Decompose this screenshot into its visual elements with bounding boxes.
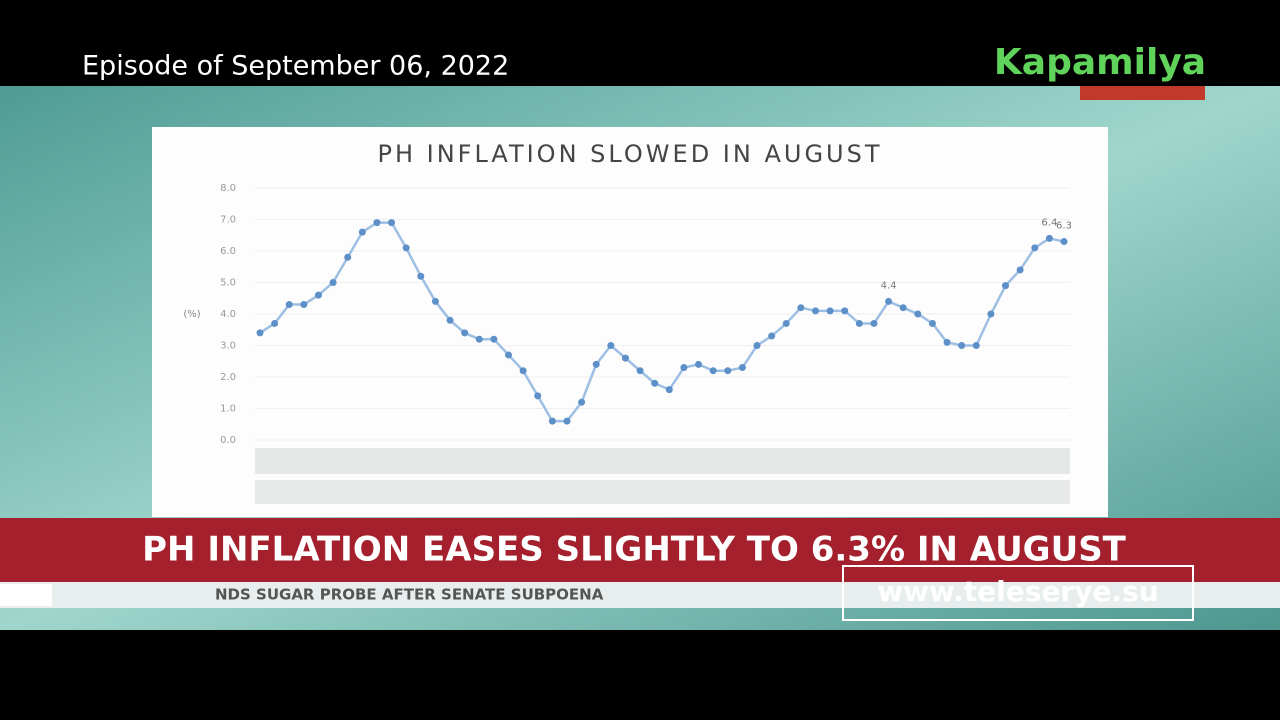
point: [914, 310, 922, 318]
point: [665, 386, 673, 394]
x-labels-illegible: [255, 480, 1070, 504]
value-label: 6.4: [1041, 217, 1057, 228]
point: [563, 417, 571, 425]
headline: PH INFLATION EASES SLIGHTLY TO 6.3% IN A…: [142, 530, 1127, 570]
point: [490, 335, 498, 343]
point: [768, 332, 776, 340]
point: [431, 297, 439, 305]
point: [300, 301, 308, 309]
point: [373, 219, 381, 227]
point: [461, 329, 469, 337]
episode-label: Episode of September 06, 2022: [82, 51, 509, 82]
headline-banner: [0, 518, 1280, 582]
point: [578, 398, 586, 406]
point: [621, 354, 629, 362]
plot: 0.0 1.0 2.0 3.0 4.0 5.0 6.0 7.0 8.0 4.4 6.46.3: [220, 183, 1072, 446]
point: [987, 310, 995, 318]
channel-logo: Kapamilya: [994, 42, 1206, 83]
point: [972, 342, 980, 349]
x-labels-illegible: [255, 448, 1070, 474]
chart-title: PH INFLATION SLOWED IN AUGUST: [377, 140, 882, 168]
y-tick-label: 2.0: [220, 372, 236, 383]
point: [841, 307, 849, 315]
point: [446, 316, 454, 324]
value-label: 6.3: [1056, 221, 1072, 232]
point: [753, 342, 761, 349]
point: [388, 219, 396, 227]
point: [314, 291, 322, 299]
point: [928, 319, 936, 327]
point: [417, 272, 425, 280]
point: [870, 319, 878, 327]
y-tick-label: 8.0: [220, 183, 236, 194]
point: [548, 417, 556, 425]
point: [1060, 238, 1068, 246]
point: [592, 360, 600, 368]
point: [358, 228, 366, 236]
point: [680, 364, 688, 372]
y-tick-label: 7.0: [220, 215, 236, 226]
value-label: 4.4: [881, 280, 897, 291]
watermark-box: [842, 565, 1194, 621]
logo-bar: [1080, 86, 1205, 100]
point: [899, 304, 907, 312]
point: [1002, 282, 1010, 290]
y-tick-label: 1.0: [220, 404, 236, 415]
point: [271, 319, 279, 327]
y-tick-label: 4.0: [220, 309, 236, 320]
point: [475, 335, 483, 343]
y-axis-label: (%): [183, 309, 200, 320]
point: [519, 367, 527, 375]
ticker-badge: [0, 584, 52, 606]
point: [651, 379, 659, 387]
y-tick-label: 5.0: [220, 278, 236, 289]
point: [1016, 266, 1024, 274]
point: [1045, 234, 1053, 242]
point: [709, 367, 717, 375]
y-tick-label: 3.0: [220, 341, 236, 352]
point: [534, 392, 542, 400]
y-tick-label: 0.0: [220, 435, 236, 446]
point: [826, 307, 834, 315]
ticker-bar: [0, 582, 1280, 608]
point: [1031, 244, 1039, 252]
point: [402, 244, 410, 252]
point: [782, 319, 790, 327]
point: [636, 367, 644, 375]
point: [943, 338, 951, 346]
watermark: www.teleserye.su: [877, 575, 1158, 608]
point: [958, 342, 966, 349]
point: [285, 301, 293, 309]
point: [855, 319, 863, 327]
point: [797, 304, 805, 312]
point: [695, 360, 703, 368]
point: [724, 367, 732, 375]
point: [885, 297, 893, 305]
ticker-text: NDS SUGAR PROBE AFTER SENATE SUBPOENA: [215, 586, 604, 604]
point: [256, 329, 264, 337]
point: [344, 253, 352, 261]
point: [607, 342, 615, 349]
point: [738, 364, 746, 372]
point: [505, 351, 513, 359]
point: [811, 307, 819, 315]
y-tick-label: 6.0: [220, 246, 236, 257]
point: [329, 279, 337, 286]
